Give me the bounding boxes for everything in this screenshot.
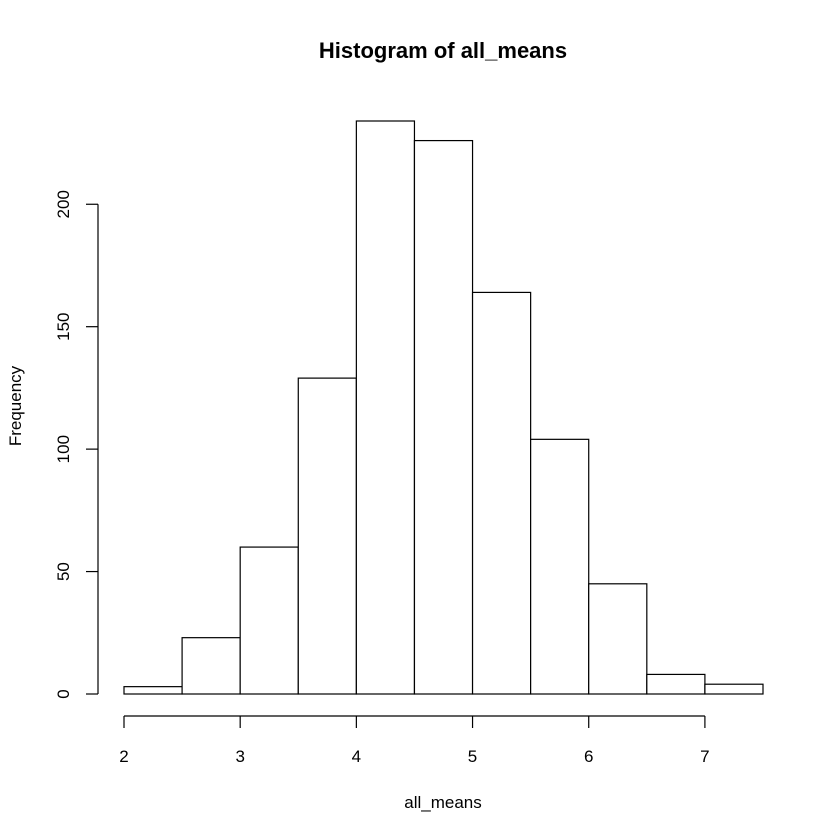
histogram-bar-9 (646, 673, 706, 695)
histogram-bar-2 (239, 546, 299, 695)
x-tick-label: 4 (352, 747, 361, 766)
y-axis: 0 50 100 150 200 (54, 190, 99, 699)
histogram-bar-3 (297, 377, 357, 695)
histogram-bar-6 (471, 291, 532, 695)
chart-title: Histogram of all_means (319, 38, 567, 63)
x-tick-label: 6 (584, 747, 593, 766)
histogram-bar-5 (413, 139, 474, 695)
x-axis: 2 3 4 5 6 7 (119, 715, 710, 766)
x-axis-label: all_means (404, 793, 482, 812)
histogram-bar-1 (181, 637, 241, 695)
y-tick-label: 100 (54, 435, 73, 463)
histogram-bar-10 (704, 683, 764, 695)
y-axis-label: Frequency (6, 365, 25, 446)
histogram-bar-4 (355, 120, 416, 695)
histogram-bar-7 (530, 438, 590, 695)
histogram-bar-0 (123, 686, 183, 695)
y-tick-label: 200 (54, 190, 73, 218)
y-tick-label: 0 (54, 689, 73, 698)
x-tick-label: 3 (235, 747, 244, 766)
y-tick-label: 50 (54, 562, 73, 581)
x-tick-label: 5 (468, 747, 477, 766)
x-tick-label: 7 (700, 747, 709, 766)
x-tick-label: 2 (119, 747, 128, 766)
y-tick-label: 150 (54, 313, 73, 341)
histogram-bar-8 (588, 583, 648, 695)
bars-group (123, 120, 764, 695)
